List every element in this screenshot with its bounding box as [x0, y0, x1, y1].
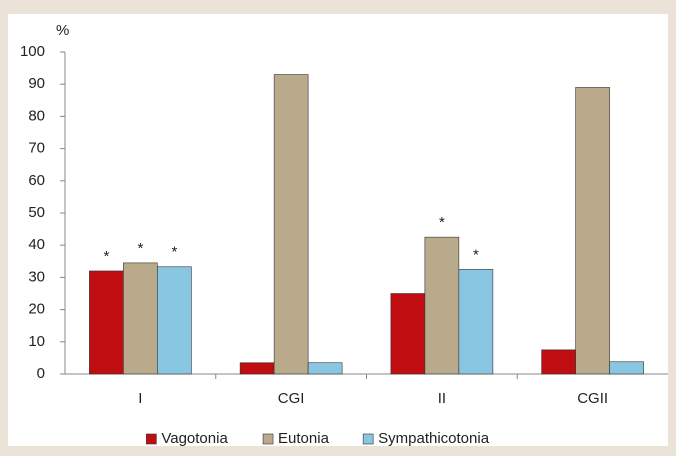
y-tick-label: 70: [28, 140, 45, 157]
bar: [123, 262, 158, 375]
x-tick-label: CGI: [278, 390, 305, 407]
bar: [157, 266, 192, 375]
bar: [273, 74, 309, 375]
annotation: *: [103, 248, 109, 265]
bar: [541, 349, 576, 375]
legend-swatch: [362, 433, 374, 445]
y-tick-label: 10: [28, 333, 45, 350]
y-tick-label: 50: [28, 204, 45, 221]
legend-swatch: [262, 433, 274, 445]
y-tick-label: 20: [28, 301, 45, 318]
legend-label: Eutonia: [278, 430, 330, 447]
bar: [458, 269, 494, 375]
panel: [8, 14, 668, 446]
bar: [575, 87, 610, 375]
bar: [609, 361, 644, 375]
y-tick-label: 40: [28, 236, 45, 253]
annotation: *: [171, 244, 177, 261]
x-tick-label: CGII: [577, 390, 608, 407]
y-axis-label: %: [56, 22, 69, 39]
x-tick-label: I: [138, 390, 142, 407]
legend-label: Vagotonia: [161, 430, 228, 447]
legend-swatch: [146, 433, 157, 445]
bar: [239, 362, 275, 375]
y-tick-label: 60: [28, 172, 45, 189]
bar: [424, 236, 460, 375]
annotation: *: [439, 214, 445, 231]
annotation: *: [137, 240, 143, 257]
y-tick-label: 90: [28, 75, 45, 92]
y-tick-label: 80: [28, 107, 45, 124]
bar: [89, 270, 124, 375]
y-tick-label: 30: [28, 268, 45, 285]
annotation: *: [473, 246, 479, 263]
legend-label: Sympathicotonia: [378, 430, 490, 447]
y-tick-label: 100: [20, 43, 45, 60]
bar: [307, 362, 343, 375]
bar: [390, 293, 426, 375]
x-tick-label: II: [438, 390, 446, 407]
y-tick-label: 0: [37, 365, 45, 382]
